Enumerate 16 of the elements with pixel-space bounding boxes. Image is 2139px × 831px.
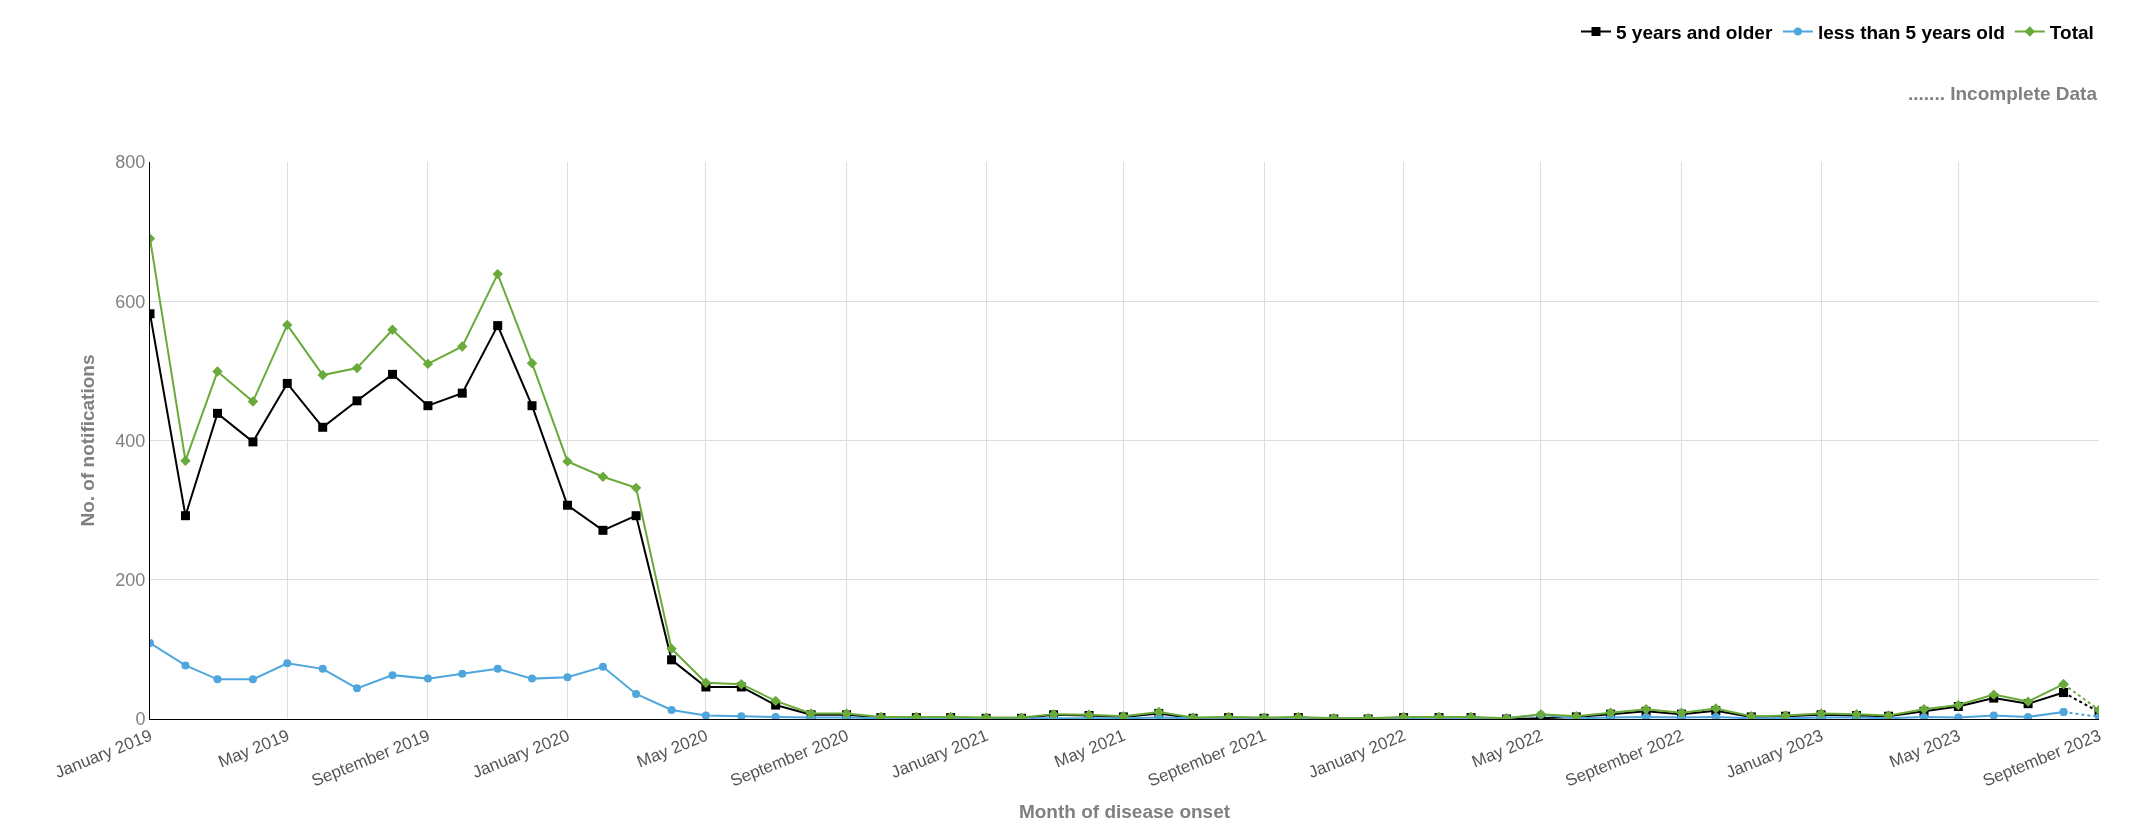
x-tick-label: May 2022 [1469,725,1546,772]
y-tick-label: 600 [115,291,146,312]
x-axis-title: Month of disease onset [1018,801,1231,823]
y-axis-title: No. of notifications [77,354,99,527]
x-tick-label: May 2021 [1051,725,1129,772]
x-tick-label: May 2023 [1886,725,1963,772]
y-tick-label: 800 [115,152,146,173]
x-tick-label: May 2020 [634,725,711,772]
legend-label: 5 years and older [1616,21,1773,43]
y-tick-label: 200 [115,570,146,591]
x-tick-label: May 2019 [215,725,292,772]
text: ....... Incomplete Data [1908,83,2098,104]
y-tick-label: 0 [135,709,146,730]
legend-label: less than 5 years old [1817,21,2005,43]
legend-label: Total [2049,21,2094,43]
y-tick-label: 400 [115,430,146,451]
